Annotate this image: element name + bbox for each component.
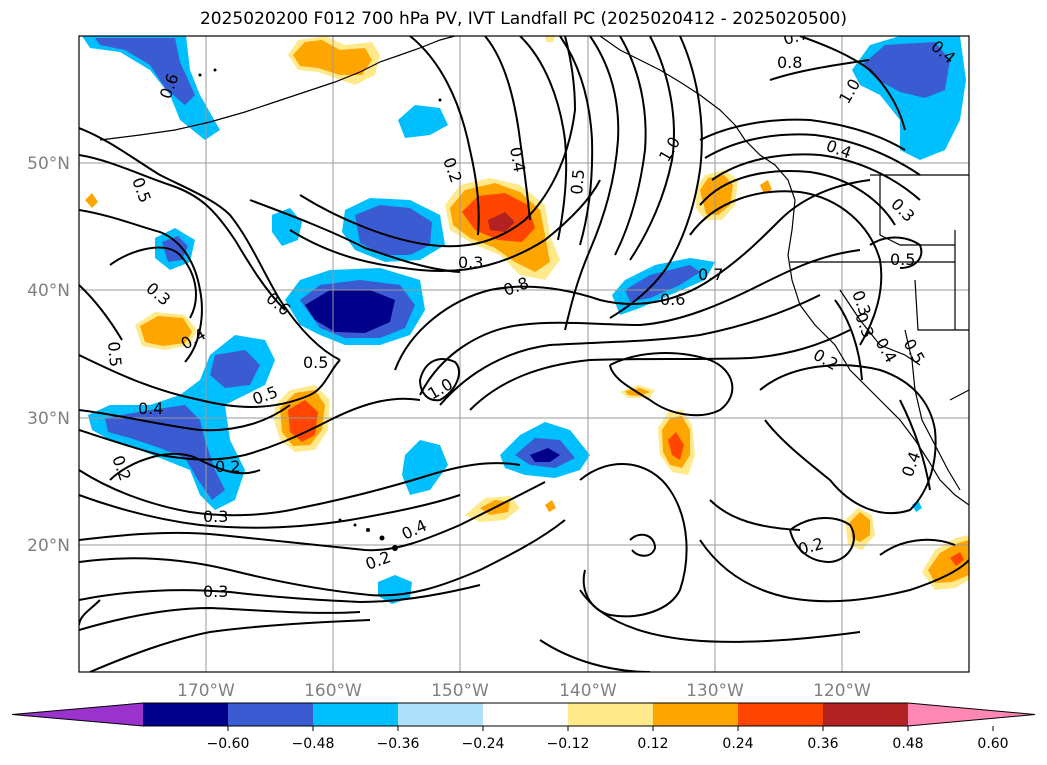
lon-label: 160°W [304, 681, 362, 701]
contours [79, 36, 969, 672]
colorbar-tick-label: 0.60 [977, 736, 1008, 752]
lat-label: 30°N [27, 409, 70, 429]
colorbar: −0.60 −0.48 −0.36 −0.24 −0.12 0.12 0.24 0.36 0.4… [11, 702, 1036, 752]
blob-canada-northeast [852, 36, 966, 160]
colorbar-bin [738, 703, 823, 726]
contour-label: 0.3 [203, 582, 228, 601]
map-frame [78, 35, 970, 673]
lat-labels: 50°N 40°N 30°N 20°N [27, 154, 70, 556]
colorbar-tick-label: −0.60 [207, 736, 250, 752]
contour-label: 0.3 [458, 253, 483, 272]
contour-label: 0.2 [215, 457, 240, 476]
colorbar-tick-label: 0.24 [722, 736, 753, 752]
lon-label: 150°W [431, 681, 489, 701]
blob-north-pacific-45n-positive [445, 178, 560, 280]
contour-label: 0.6 [660, 290, 685, 309]
contour-label: 0.7 [698, 265, 723, 284]
colorbar-bin [653, 703, 738, 726]
contour-label: 0.4 [506, 145, 529, 173]
blob-subtropical-27n [500, 422, 590, 478]
blob-37n-172w [135, 312, 197, 350]
contour-label: 0.5 [303, 353, 328, 372]
colorbar-tick-label: −0.48 [292, 736, 335, 752]
contour-label: 0.5 [567, 168, 588, 195]
colorbar-bin [823, 703, 908, 726]
lon-label: 170°W [177, 681, 235, 701]
contour-label: 0.5 [890, 250, 915, 269]
contour-label: 0.8 [777, 53, 802, 72]
blob-north-pacific-45n [342, 198, 445, 262]
colorbar-tick-label: 0.48 [892, 736, 923, 752]
colorbar-extend-min [12, 703, 143, 726]
contour-label: 0.4 [138, 399, 163, 418]
chart-title: 2025020200 F012 700 hPa PV, IVT Landfall… [199, 9, 847, 29]
colorbar-tick-label: −0.12 [547, 736, 590, 752]
coastlines [99, 36, 969, 506]
blob-gulf-alaska-west [82, 36, 220, 140]
lat-label: 20°N [27, 536, 70, 556]
colorbar-extend-max [908, 703, 1035, 726]
colorbar-bin [313, 703, 398, 726]
colorbar-bin [568, 703, 653, 726]
lat-label: 50°N [27, 154, 70, 174]
lon-label: 120°W [813, 681, 871, 701]
contour-label: 0.3 [203, 507, 228, 526]
map-plot-area: 0.6 0.5 0.3 0.5 0.4 0.4 0.2 0.5 0.2 0.3 … [79, 36, 969, 672]
colorbar-bin [228, 703, 313, 726]
blob-central-pacific-40n [285, 268, 425, 345]
blob-28n-133w [658, 410, 695, 475]
colorbar-bin [143, 703, 228, 726]
lat-label: 40°N [27, 281, 70, 301]
colorbar-tick-label: −0.24 [462, 736, 505, 752]
colorbar-bin [483, 703, 568, 726]
lon-labels: 170°W 160°W 150°W 140°W 130°W 120°W [177, 681, 871, 701]
colorbar-tick-label: 0.12 [637, 736, 668, 752]
colorbar-outline [11, 702, 1036, 727]
colorbar-tick-label: 0.36 [807, 736, 838, 752]
lon-label: 140°W [559, 681, 617, 701]
contour-label: 0.5 [104, 341, 125, 368]
colorbar-bin [398, 703, 483, 726]
colorbar-tick-label: −0.36 [377, 736, 420, 752]
blob-mexico-coast [922, 535, 969, 590]
blob-21n-118w [845, 508, 875, 550]
lon-label: 130°W [686, 681, 744, 701]
